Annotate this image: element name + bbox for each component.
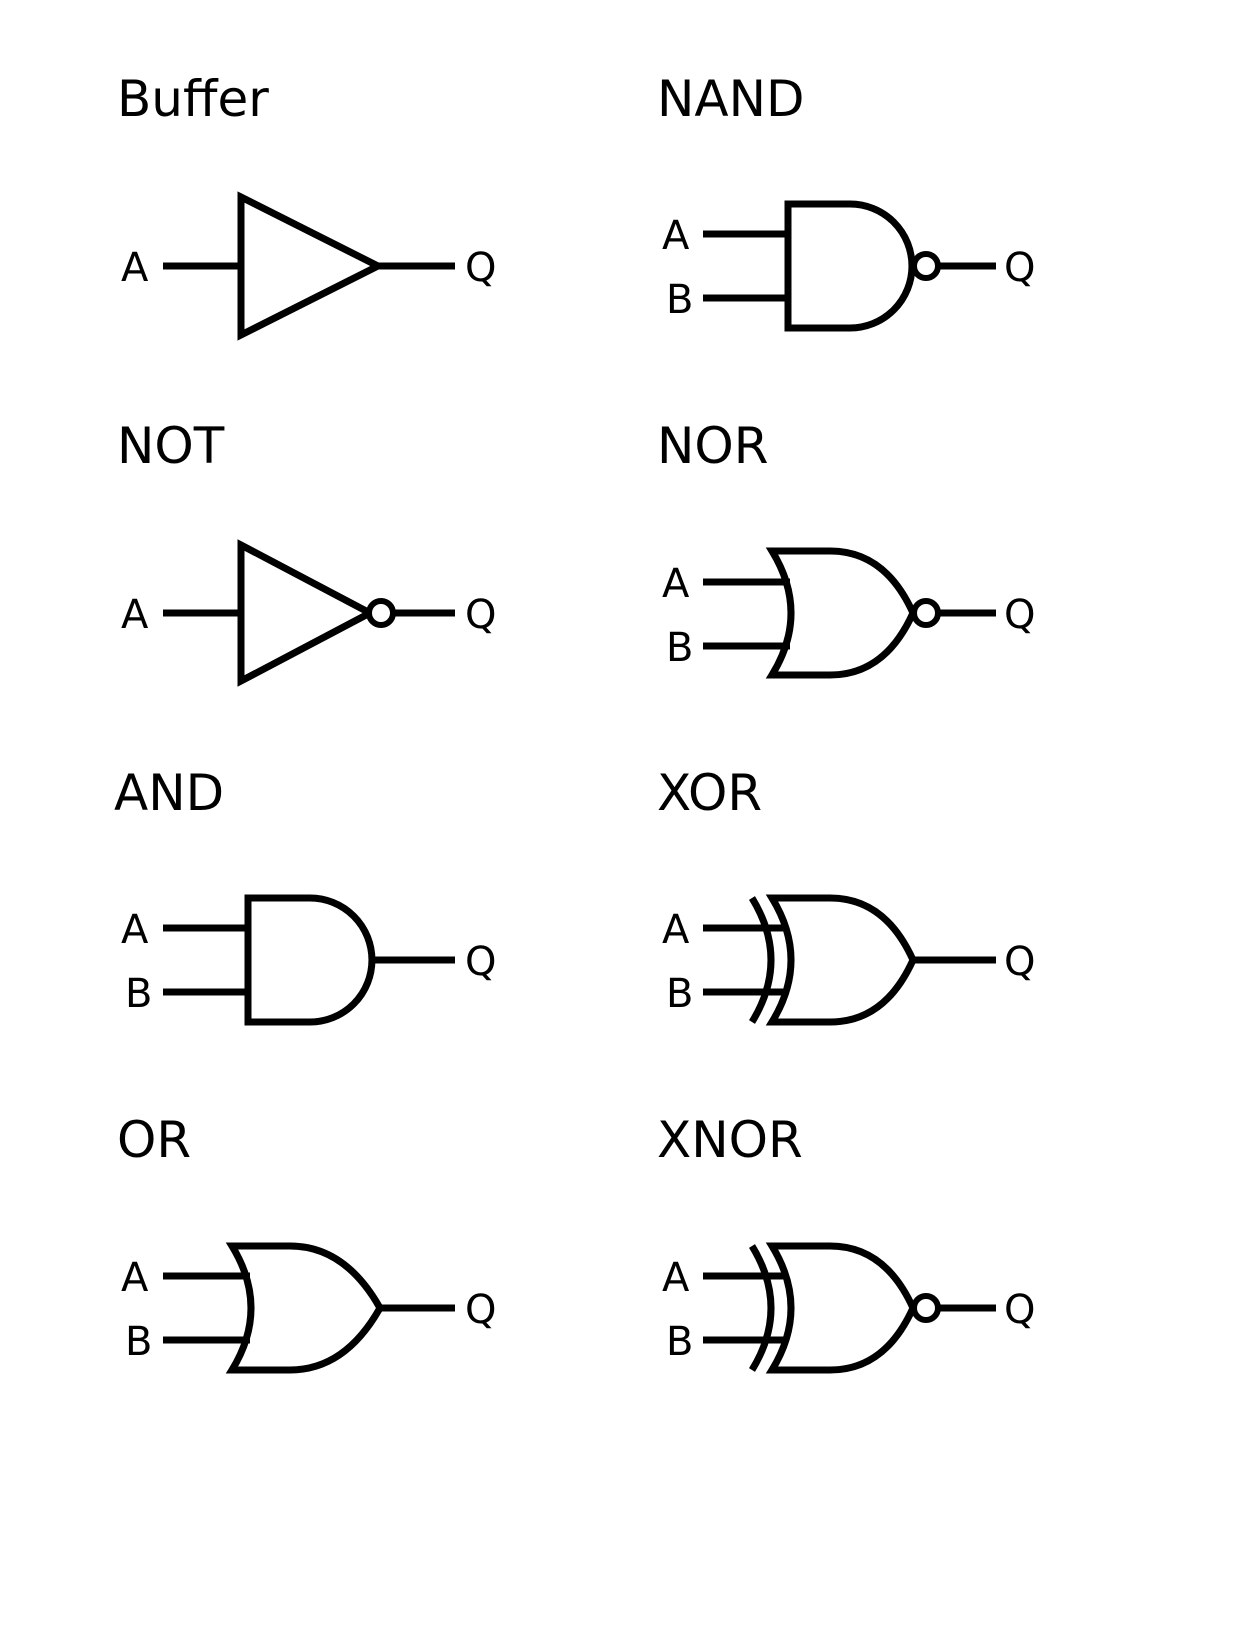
nor-gate-symbol — [703, 547, 996, 679]
output-label-q: Q — [465, 245, 496, 291]
xnor-gate-symbol — [703, 1242, 996, 1374]
gate-xor: XOR A B Q — [657, 764, 1035, 1026]
gate-title: XOR — [657, 764, 762, 822]
and-body — [784, 200, 916, 332]
input-label-b: B — [125, 971, 152, 1017]
gate-title: NOT — [117, 417, 225, 475]
and-gate-symbol — [163, 894, 455, 1026]
gate-nor: NOR A B Q — [657, 417, 1035, 679]
input-label-b: B — [666, 971, 693, 1017]
or-body — [225, 1242, 385, 1374]
input-label-b: B — [666, 277, 693, 323]
or-gate-symbol — [163, 1242, 455, 1374]
buffer-triangle — [237, 539, 378, 687]
gate-xnor: XNOR A B Q — [657, 1111, 1035, 1374]
inversion-bubble — [911, 251, 941, 281]
or-body — [765, 1242, 917, 1374]
and-body — [244, 894, 376, 1026]
output-label-q: Q — [465, 1287, 496, 1333]
gate-title: XNOR — [657, 1111, 803, 1169]
output-label-q: Q — [465, 939, 496, 985]
inversion-bubble — [911, 598, 941, 628]
gate-not: NOT A Q — [117, 417, 496, 687]
gate-title: NOR — [657, 417, 769, 475]
gate-title: OR — [117, 1111, 191, 1169]
input-label-a: A — [662, 561, 690, 607]
input-label-a: A — [121, 907, 149, 953]
gate-title: Buffer — [117, 70, 269, 128]
input-label-a: A — [662, 213, 690, 259]
input-label-a: A — [121, 592, 149, 638]
output-label-q: Q — [1004, 592, 1035, 638]
gate-nand: NAND A B Q — [657, 70, 1035, 332]
input-label-b: B — [666, 1319, 693, 1365]
input-label-a: A — [121, 1255, 149, 1301]
output-label-q: Q — [1004, 939, 1035, 985]
xor-extra-curve — [749, 896, 775, 1024]
not-gate-symbol — [163, 539, 455, 687]
input-label-b: B — [666, 625, 693, 671]
gate-title: NAND — [657, 70, 805, 128]
input-label-a: A — [662, 907, 690, 953]
inversion-bubble — [911, 1293, 941, 1323]
buffer-gate-symbol — [163, 191, 455, 341]
xor-extra-curve — [749, 1244, 775, 1372]
inversion-bubble — [366, 598, 396, 628]
nand-gate-symbol — [703, 200, 996, 332]
output-label-q: Q — [1004, 1287, 1035, 1333]
gate-buffer: Buffer A Q — [117, 70, 496, 341]
or-body — [765, 894, 917, 1026]
output-label-q: Q — [465, 592, 496, 638]
input-label-b: B — [125, 1319, 152, 1365]
gate-and: AND A B Q — [114, 764, 496, 1026]
input-label-a: A — [121, 245, 149, 291]
or-body — [765, 547, 917, 679]
input-label-a: A — [662, 1255, 690, 1301]
gate-title: AND — [114, 764, 224, 822]
gate-or: OR A B Q — [117, 1111, 496, 1374]
output-label-q: Q — [1004, 245, 1035, 291]
buffer-triangle — [237, 191, 386, 341]
xor-gate-symbol — [703, 894, 996, 1026]
